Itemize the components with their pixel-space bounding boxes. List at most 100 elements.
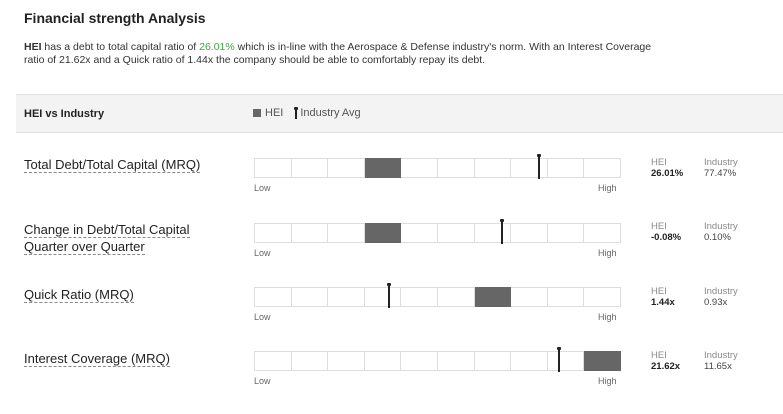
hei-swatch-icon xyxy=(253,109,261,118)
hei-values-3: HEI 21.62x xyxy=(651,350,680,372)
bar-segment xyxy=(437,351,475,371)
industry-avg-marker xyxy=(556,347,561,372)
hei-label-0: HEI xyxy=(651,157,667,168)
bar-segment xyxy=(255,158,292,178)
hei-value-0: 26.01% xyxy=(651,168,684,179)
metric-label-1[interactable]: Change in Debt/Total Capital Quarter ove… xyxy=(24,221,190,255)
scale-low-2: Low xyxy=(254,312,271,322)
bar-segment xyxy=(511,351,548,371)
bar-segment xyxy=(474,223,512,243)
industry-values-2: Industry 0.93x xyxy=(704,286,738,308)
industry-avg-marker xyxy=(536,154,541,179)
scale-high-1: High xyxy=(598,248,617,258)
hei-value-1: -0.08% xyxy=(651,232,682,243)
bar-segment xyxy=(547,287,585,307)
industry-label-1: Industry xyxy=(704,221,738,232)
metric-2-line1[interactable]: Quick Ratio (MRQ) xyxy=(24,287,134,303)
bar-segment xyxy=(584,158,621,178)
bar-segment xyxy=(511,223,548,243)
industry-label-3: Industry xyxy=(704,350,738,361)
scale-high-2: High xyxy=(598,312,617,322)
industry-marker-icon xyxy=(294,106,299,119)
comparison-header-label: HEI vs Industry xyxy=(24,108,105,120)
bar-segment xyxy=(437,223,475,243)
industry-value-0: 77.47% xyxy=(704,168,737,179)
bar-segment xyxy=(328,158,365,178)
bar-segment xyxy=(328,351,365,371)
bar-segment xyxy=(328,287,365,307)
bar-segment xyxy=(401,287,438,307)
summary-ratio: 26.01% xyxy=(199,41,235,53)
industry-label-0: Industry xyxy=(704,157,738,168)
summary-text: HEI has a debt to total capital ratio of… xyxy=(24,41,674,67)
bar-segment xyxy=(474,351,512,371)
comparison-header: HEI vs Industry HEI Industry Avg xyxy=(16,94,783,133)
hei-label-3: HEI xyxy=(651,350,667,361)
bar-segment xyxy=(547,158,585,178)
scale-high-0: High xyxy=(598,183,617,193)
industry-value-3: 11.65x xyxy=(704,361,732,372)
bar-segment xyxy=(255,287,292,307)
hei-segment xyxy=(364,223,402,243)
industry-values-0: Industry 77.47% xyxy=(704,157,738,179)
bar-segment xyxy=(401,223,438,243)
hei-value-2: 1.44x xyxy=(651,297,675,308)
metric-bar-3 xyxy=(254,347,621,372)
bar-segment xyxy=(291,158,329,178)
bar-segment xyxy=(511,287,548,307)
industry-avg-marker xyxy=(500,219,505,244)
bar-segment xyxy=(255,223,292,243)
metric-label-3[interactable]: Interest Coverage (MRQ) xyxy=(24,350,170,367)
summary-text-1: has a debt to total capital ratio of xyxy=(41,41,200,53)
bar-segment xyxy=(511,158,548,178)
industry-value-2: 0.93x xyxy=(704,297,728,308)
industry-values-1: Industry 0.10% xyxy=(704,221,738,243)
bar-segment xyxy=(437,287,475,307)
metric-1-line1[interactable]: Change in Debt/Total Capital xyxy=(24,222,190,238)
bar-segment xyxy=(584,287,621,307)
scale-low-3: Low xyxy=(254,376,271,386)
bar-segment xyxy=(547,351,585,371)
metric-1-line2[interactable]: Quarter over Quarter xyxy=(24,239,145,255)
industry-avg-marker xyxy=(386,283,391,308)
bar-segment xyxy=(328,223,365,243)
bar-segment xyxy=(401,158,438,178)
bar-segment xyxy=(291,223,329,243)
metric-label-0[interactable]: Total Debt/Total Capital (MRQ) xyxy=(24,156,201,173)
hei-label-1: HEI xyxy=(651,221,667,232)
bar-segment xyxy=(291,351,329,371)
hei-values-2: HEI 1.44x xyxy=(651,286,675,308)
hei-label-2: HEI xyxy=(651,286,667,297)
metric-bar-0 xyxy=(254,154,621,179)
scale-high-3: High xyxy=(598,376,617,386)
legend-hei-label: HEI xyxy=(265,107,284,119)
legend-industry-label: Industry Avg xyxy=(300,107,361,119)
bar-segment xyxy=(547,223,585,243)
bar-segment xyxy=(401,351,438,371)
industry-label-2: Industry xyxy=(704,286,738,297)
legend: HEI Industry Avg xyxy=(253,106,361,119)
bar-segment xyxy=(364,351,402,371)
metric-label-2[interactable]: Quick Ratio (MRQ) xyxy=(24,286,134,303)
metric-0-line1[interactable]: Total Debt/Total Capital (MRQ) xyxy=(24,157,201,173)
bar-segment xyxy=(474,158,512,178)
bar-segment xyxy=(584,223,621,243)
bar-segment xyxy=(255,351,292,371)
bar-segment xyxy=(437,158,475,178)
hei-values-1: HEI -0.08% xyxy=(651,221,681,243)
bar-segment xyxy=(291,287,329,307)
hei-segment xyxy=(584,351,621,371)
scale-low-0: Low xyxy=(254,183,271,193)
metric-bar-1 xyxy=(254,219,621,244)
summary-text-2: which is in-line with the Aerospace & De… xyxy=(24,41,652,66)
industry-values-3: Industry 11.65x xyxy=(704,350,738,372)
metric-3-line1[interactable]: Interest Coverage (MRQ) xyxy=(24,351,170,367)
hei-value-3: 21.62x xyxy=(651,361,681,372)
bar-segment xyxy=(364,287,402,307)
page-title: Financial strength Analysis xyxy=(24,10,206,26)
metric-bar-2 xyxy=(254,283,621,308)
scale-low-1: Low xyxy=(254,248,271,258)
hei-segment xyxy=(474,287,512,307)
hei-segment xyxy=(364,158,402,178)
hei-values-0: HEI 26.01% xyxy=(651,157,683,179)
